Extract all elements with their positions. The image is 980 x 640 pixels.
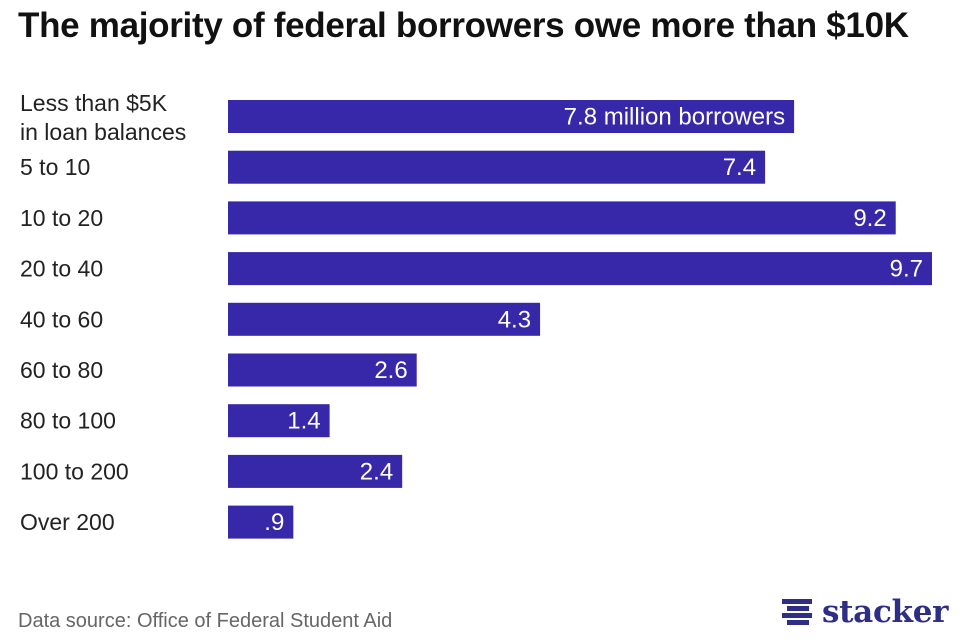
category-label: 5 to 10 [20,154,90,180]
bar [228,201,896,235]
bar [228,454,403,488]
bar-value-label: 7.8 million borrowers [564,104,785,131]
category-label: Less than $5K in loan balances [20,90,186,145]
bar-value-label: .9 [264,509,284,536]
bar-value-label: 4.3 [498,306,531,333]
stacker-logo-icon [782,599,812,625]
bar [228,404,330,438]
bar-value-label: 2.4 [360,458,393,485]
bar [228,302,541,336]
bar-value-label: 1.4 [287,408,320,435]
bar-chart: Less than $5K in loan balances 5 to 10 10 t… [20,90,932,539]
bar [228,505,294,539]
bar [228,252,932,286]
category-label: 10 to 20 [20,205,103,231]
bar-value-label: 7.4 [723,154,756,181]
bar-value-label: 9.7 [890,256,923,283]
stacker-logo: stacker [780,592,948,632]
bar [228,150,766,184]
data-source: Data source: Office of Federal Student A… [18,610,393,632]
category-label: 80 to 100 [20,408,116,434]
bar [228,100,795,133]
bar-value-labels: 7.8 million borrowers 7.4 9.29.7 4.3 2.6 1.4 2… [264,104,923,537]
category-label: 40 to 60 [20,306,103,332]
chart-title: The majority of federal borrowers owe mo… [18,6,909,45]
brand-name: stacker [822,594,949,630]
category-labels: Less than $5K in loan balances 5 to 10 10 t… [20,90,186,535]
category-label: 60 to 80 [20,357,103,383]
bar-value-label: 9.2 [853,205,886,232]
bars [228,100,932,539]
category-label: 20 to 40 [20,256,103,282]
category-label: 100 to 200 [20,458,129,484]
category-label: Over 200 [20,509,115,535]
bar-value-label: 2.6 [374,357,407,384]
bar [228,353,417,387]
